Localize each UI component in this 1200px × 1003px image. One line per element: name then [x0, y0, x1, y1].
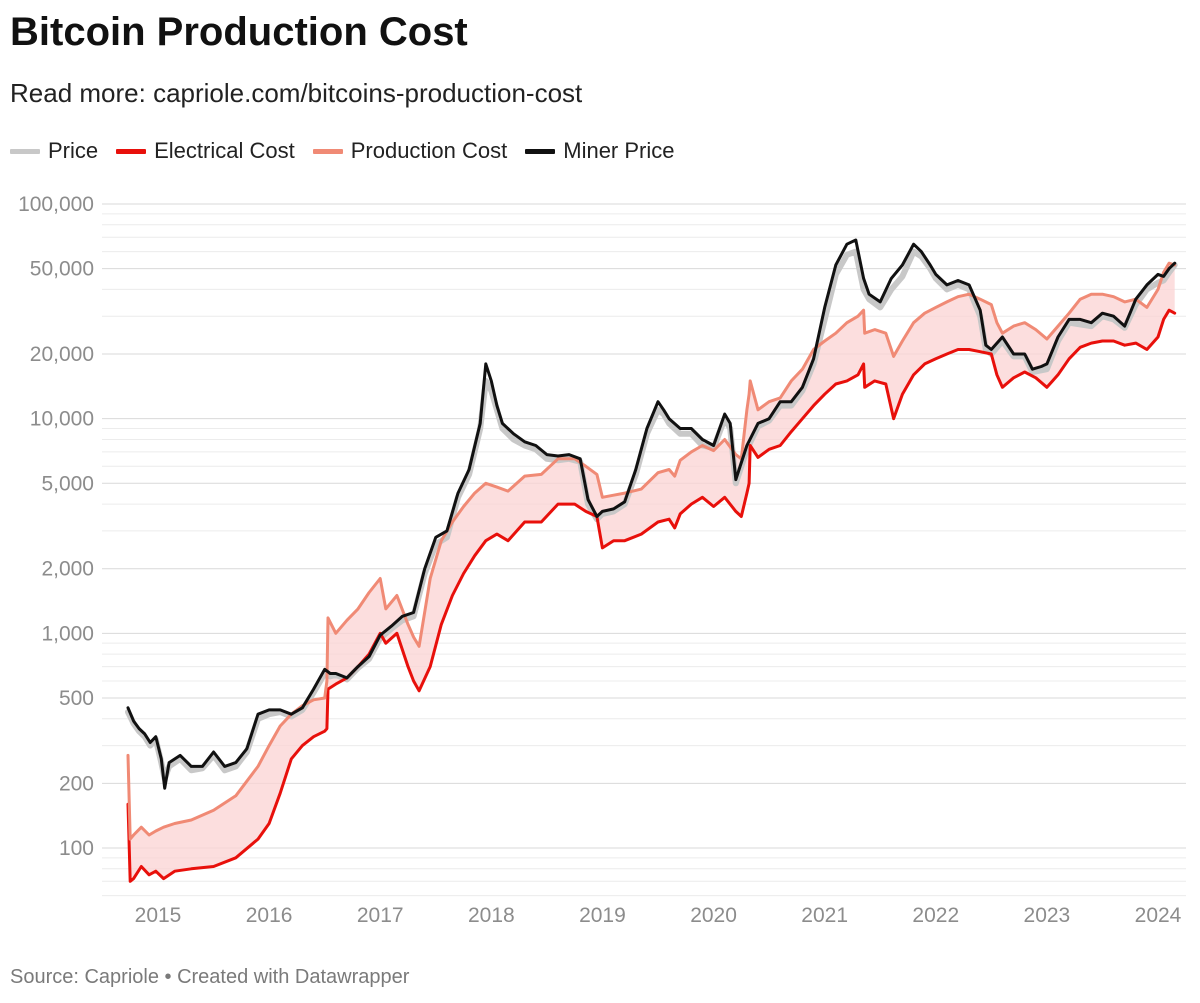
- legend-item-production-cost: Production Cost: [312, 138, 508, 164]
- y-tick-label: 200: [59, 772, 94, 795]
- legend-swatch-production-cost: [312, 148, 343, 154]
- x-tick-label: 2020: [690, 904, 737, 927]
- y-tick-label: 2,000: [41, 558, 94, 581]
- series-line-miner-price: [126, 238, 1177, 790]
- series-layer: [125, 238, 1178, 883]
- x-tick-label: 2022: [912, 904, 959, 927]
- y-tick-label: 20,000: [30, 343, 94, 366]
- y-tick-label: 50,000: [30, 258, 94, 281]
- x-tick-label: 2016: [246, 904, 293, 927]
- chart-plot: 100 200 500 1,000 2,000 5,000 10,000 20,000 50,0…: [18, 193, 1186, 927]
- chart-title: Bitcoin Production Cost: [10, 10, 468, 54]
- legend-label-miner-price: Miner Price: [563, 138, 675, 163]
- y-tick-label: 500: [59, 687, 94, 710]
- y-tick-label: 100,000: [18, 193, 94, 216]
- series-line-electrical-cost: [126, 308, 1177, 883]
- y-tick-label: 10,000: [30, 408, 94, 431]
- x-tick-label: 2023: [1024, 904, 1071, 927]
- x-tick-label: 2019: [579, 904, 626, 927]
- legend-label-electrical-cost: Electrical Cost: [154, 138, 295, 163]
- x-tick-label: 2018: [468, 904, 515, 927]
- y-tick-label: 1,000: [41, 622, 94, 645]
- legend-swatch-miner-price: [525, 148, 556, 154]
- x-tick-label: 2017: [357, 904, 404, 927]
- x-tick-label: 2015: [135, 904, 182, 927]
- y-tick-label: 5,000: [41, 472, 94, 495]
- legend-label-price: Price: [48, 138, 99, 163]
- source-footer: Source: Capriole • Created with Datawrap…: [10, 966, 410, 988]
- legend-item-miner-price: Miner Price: [525, 138, 675, 164]
- x-tick-label: 2024: [1135, 904, 1182, 927]
- series-line-production-cost: [126, 261, 1177, 841]
- legend-swatch-price: [10, 148, 40, 154]
- x-axis-ticks: 2015 2016 2017 2018 2019 2020 2021 2022 2023 2024: [135, 904, 1182, 927]
- y-tick-label: 100: [59, 837, 94, 860]
- legend: Price Electrical Cost Production Cost Mi…: [10, 138, 693, 164]
- legend-item-price: Price: [10, 138, 98, 164]
- legend-label-production-cost: Production Cost: [350, 138, 508, 163]
- y-axis-ticks: 100 200 500 1,000 2,000 5,000 10,000 20,000 50,0…: [18, 193, 94, 860]
- chart-subtitle: Read more: capriole.com/bitcoins-product…: [10, 78, 583, 108]
- legend-item-electrical-cost: Electrical Cost: [116, 138, 295, 164]
- x-tick-label: 2021: [801, 904, 848, 927]
- legend-swatch-electrical-cost: [116, 148, 147, 154]
